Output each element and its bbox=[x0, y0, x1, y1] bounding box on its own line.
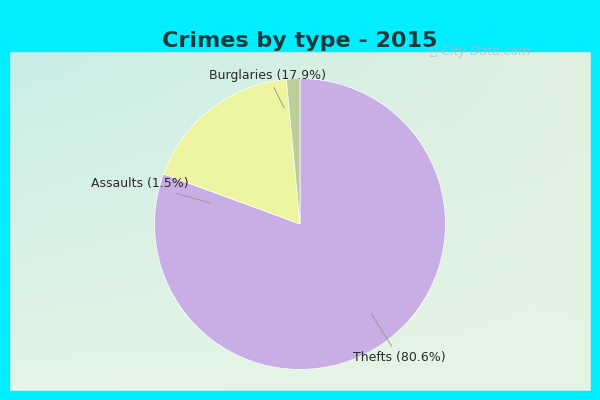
Text: Burglaries (17.9%): Burglaries (17.9%) bbox=[209, 69, 326, 108]
Text: Thefts (80.6%): Thefts (80.6%) bbox=[353, 314, 445, 364]
Bar bbox=[0, 0, 600, 9]
Text: ⓘ City-Data.com: ⓘ City-Data.com bbox=[430, 46, 530, 58]
Wedge shape bbox=[163, 79, 300, 224]
Bar bbox=[591, 0, 600, 400]
Title: Crimes by type - 2015: Crimes by type - 2015 bbox=[163, 31, 437, 51]
Bar bbox=[0, 391, 600, 400]
Bar bbox=[0, 0, 9, 400]
Bar bbox=[9, 9, 591, 51]
Wedge shape bbox=[155, 78, 445, 370]
Wedge shape bbox=[286, 78, 300, 224]
Text: Assaults (1.5%): Assaults (1.5%) bbox=[91, 177, 210, 203]
